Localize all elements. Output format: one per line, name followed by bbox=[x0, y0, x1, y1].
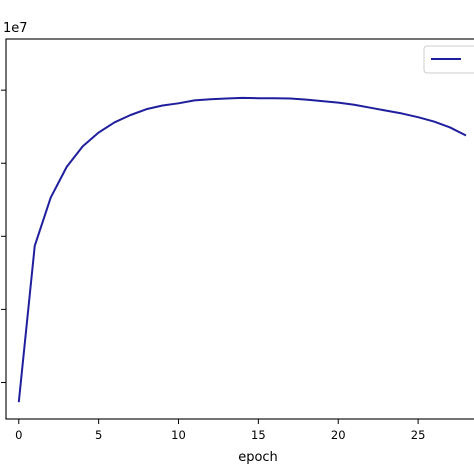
x-tick-label: 25 bbox=[411, 428, 426, 442]
x-tick-label: 20 bbox=[331, 428, 346, 442]
plot-area bbox=[5, 38, 474, 420]
x-tick-label: 5 bbox=[95, 428, 102, 442]
series-line bbox=[17, 96, 467, 403]
legend bbox=[423, 45, 474, 74]
x-tick-label: 10 bbox=[171, 428, 186, 442]
x-axis-ticks: 0 5 10 15 20 25 bbox=[15, 419, 425, 442]
x-tick-label: 15 bbox=[251, 428, 266, 442]
axes-frame bbox=[5, 38, 474, 420]
x-tick-label: 0 bbox=[15, 428, 22, 442]
series-layer bbox=[17, 96, 467, 403]
y-axis-ticks bbox=[1, 89, 6, 383]
x-axis-label: epoch bbox=[238, 450, 278, 465]
y-offset-label: 1e7 bbox=[3, 21, 28, 36]
